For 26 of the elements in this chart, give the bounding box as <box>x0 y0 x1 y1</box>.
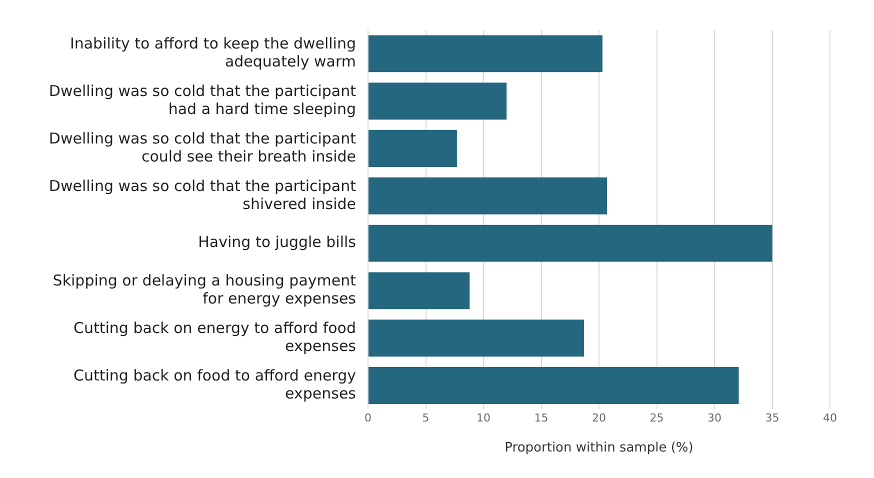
y-tick-label: Having to juggle bills <box>198 233 356 252</box>
bar <box>368 272 470 310</box>
x-tick-label: 5 <box>422 412 430 425</box>
bar <box>368 224 772 262</box>
x-tick-label: 10 <box>476 412 490 425</box>
bar <box>368 130 457 167</box>
x-tick-label: 0 <box>364 412 372 425</box>
bar <box>368 35 602 72</box>
bar <box>368 177 608 214</box>
x-tick-label: 40 <box>823 412 837 425</box>
x-tick-label: 30 <box>708 412 722 425</box>
y-tick-label: Dwelling was so cold that the participant shivered inside <box>48 176 356 213</box>
x-tick-label: 15 <box>534 412 548 425</box>
bar <box>368 82 507 120</box>
x-tick-label: 35 <box>765 412 780 425</box>
y-tick-label: Skipping or delaying a housing payment for energy expenses <box>52 272 356 308</box>
y-tick-label: Dwelling was so cold that the participant could see their breath inside <box>48 129 356 166</box>
y-tick-label: Cutting back on energy to afford food expenses <box>74 318 356 355</box>
y-tick-label: Dwelling was so cold that the participant had a hard time sleeping <box>48 82 356 118</box>
y-tick-label: Cutting back on food to afford energy expenses <box>74 366 356 402</box>
bar <box>368 367 739 404</box>
x-tick-label: 20 <box>592 412 606 425</box>
y-tick-label: Inability to afford to keep the dwelling adequately warm <box>70 34 356 71</box>
x-axis-title: Proportion within sample (%) <box>504 440 694 456</box>
bar <box>368 320 584 357</box>
x-tick-label: 25 <box>650 412 664 425</box>
